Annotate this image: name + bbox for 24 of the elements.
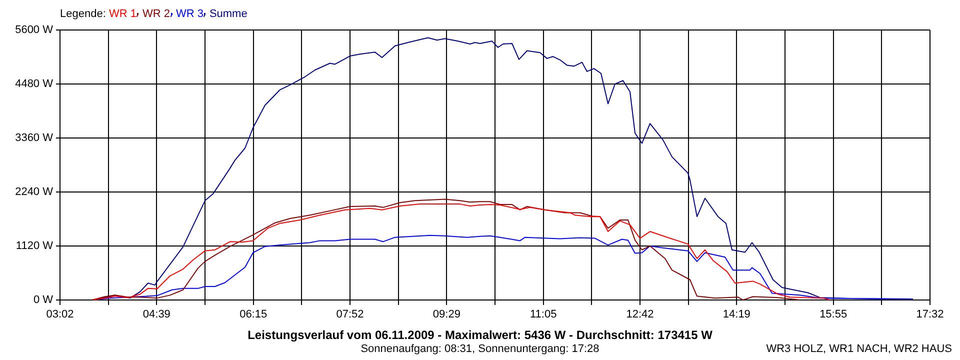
text: WR3 HOLZ, WR1 NACH, WR2 HAUS [766, 343, 952, 355]
legend-label: WR 2 [142, 8, 170, 20]
x-tick-label: 14:19 [722, 308, 750, 321]
x-tick-label: 09:29 [432, 308, 460, 321]
legend-label: WR 3 [176, 8, 204, 20]
x-tick-label: 07:52 [336, 308, 364, 321]
text: Leistungsverlauf vom 06.11.2009 - Maximalwert: 5436 W - Durchschnitt: 173415 W [246, 328, 714, 342]
text: WR 1 [108, 8, 136, 20]
x-tick-label: 11:05 [530, 308, 557, 321]
x-tick-label: 17:32 [916, 308, 944, 321]
x-tick-label: 12:42 [626, 308, 654, 321]
x-tick-label: 03:02 [46, 308, 74, 321]
y-tick-label: 5600 W [15, 24, 54, 36]
x-tick-label: 15:55 [820, 308, 848, 321]
y-tick-label: 4480 W [15, 78, 54, 90]
x-tick-label: 04:39 [142, 308, 170, 321]
y-tick-label: 0 W [33, 294, 54, 306]
x-tick-label: 06:15 [240, 308, 268, 321]
y-tick-label: 3360 W [15, 132, 54, 144]
y-tick-label: 2240 W [15, 186, 54, 198]
y-tick-label: 1120 W [16, 240, 54, 252]
legend-title: Legende: [60, 8, 107, 20]
legend-label: Summe [209, 8, 248, 20]
text: Sonnenaufgang: 08:31, Sonnenuntergang: 17:28 [360, 343, 600, 355]
